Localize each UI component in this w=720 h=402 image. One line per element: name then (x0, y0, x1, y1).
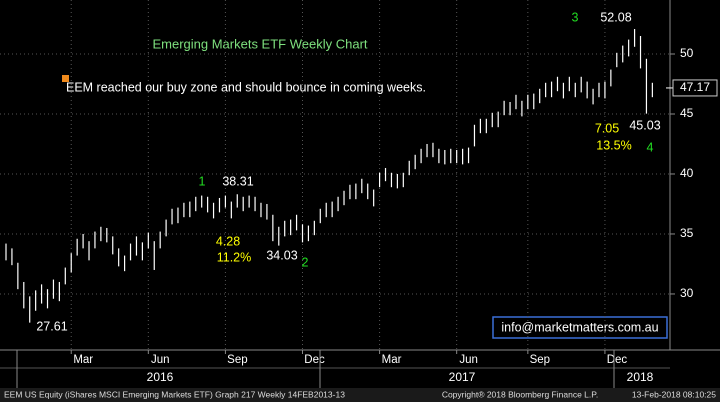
last-price-box (672, 79, 718, 97)
annotation: 4.28 (216, 234, 240, 248)
x-tick-label: Dec (304, 354, 325, 366)
y-tick-label: 45 (680, 106, 694, 120)
annotation: 13.5% (596, 138, 631, 152)
year-label: 2016 (147, 370, 174, 384)
footer-left: EEM US Equity (iShares MSCI Emerging Mar… (4, 389, 345, 399)
annotation: 27.61 (36, 319, 67, 333)
subtitle: EEM reached our buy zone and should boun… (66, 80, 426, 94)
footer-bar (0, 388, 720, 402)
annotation: 2 (302, 255, 309, 269)
x-tick-label: Mar (73, 354, 93, 366)
x-tick-label: Mar (382, 354, 402, 366)
x-tick-label: Jun (151, 354, 170, 366)
x-tick-label: Dec (607, 354, 628, 366)
x-tick-label: Jun (459, 354, 478, 366)
x-tick-label: Sep (227, 354, 247, 366)
contact: info@marketmatters.com.au (501, 320, 658, 334)
y-tick-label: 35 (680, 226, 694, 240)
annotation: 1 (199, 174, 206, 188)
year-label: 2017 (449, 370, 476, 384)
annotation: 3 (572, 10, 579, 24)
annotation: 34.03 (266, 248, 297, 262)
chart-title: Emerging Markets ETF Weekly Chart (152, 36, 367, 51)
y-tick-label: 30 (680, 286, 694, 300)
y-tick-label: 40 (680, 166, 694, 180)
bullet (62, 75, 69, 82)
footer-right: 13-Feb-2018 08:10:25 (632, 389, 716, 399)
y-tick-label: 50 (680, 46, 694, 60)
annotation: 38.31 (222, 174, 253, 188)
annotation: 11.2% (217, 250, 252, 264)
annotation: 4 (647, 140, 654, 154)
footer-center: Copyright® 2018 Bloomberg Finance L.P. (442, 389, 598, 399)
year-label: 2018 (627, 370, 654, 384)
annotation: 45.03 (629, 118, 660, 132)
annotation: 7.05 (595, 121, 619, 135)
annotation: 52.08 (600, 10, 631, 24)
last-price-label: 47.17 (680, 80, 710, 94)
contact-box (492, 316, 668, 339)
x-tick-label: Sep (530, 354, 550, 366)
